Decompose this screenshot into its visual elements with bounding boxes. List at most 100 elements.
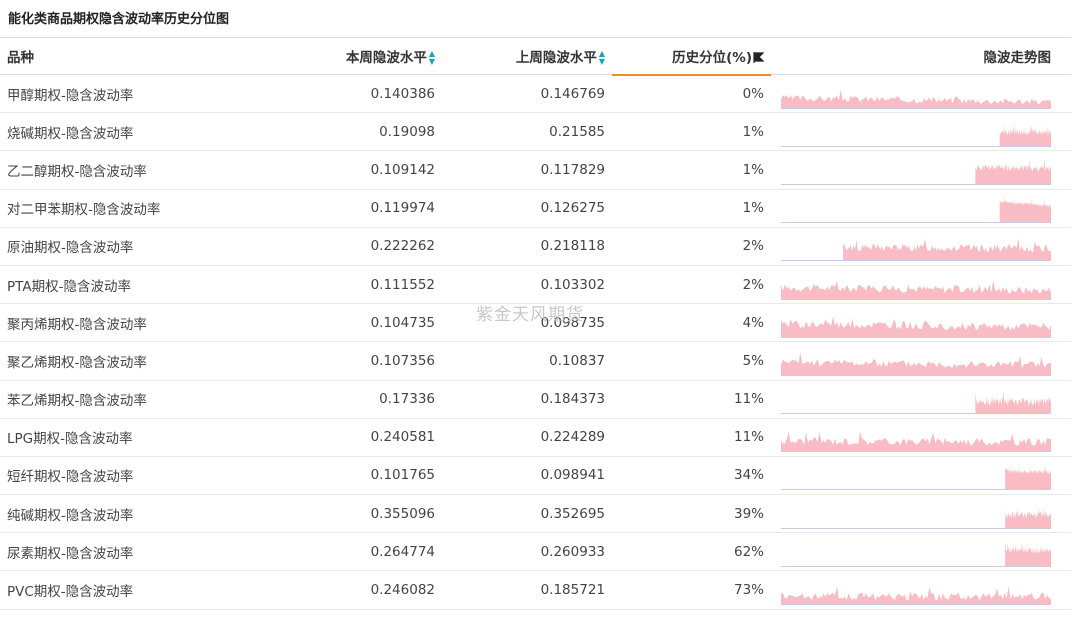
row-percentile: 1%	[742, 161, 764, 178]
table-row[interactable]: 原油期权-隐含波动率 0.222262 0.218118 2%	[0, 227, 1071, 266]
row-name: 尿素期权-隐含波动率	[7, 545, 134, 562]
header-this-week-label: 本周隐波水平	[345, 50, 427, 66]
row-name: PVC期权-隐含波动率	[7, 584, 134, 601]
sparkline-area	[843, 238, 1051, 261]
table-row[interactable]: 甲醇期权-隐含波动率 0.140386 0.146769 0%	[0, 75, 1071, 113]
table-row[interactable]: 聚乙烯期权-隐含波动率 0.107356 0.10837 5%	[0, 342, 1071, 380]
row-trend	[771, 304, 1071, 342]
row-this-week: 0.246082	[370, 582, 435, 599]
table-row[interactable]: 乙二醇期权-隐含波动率 0.109142 0.117829 1%	[0, 151, 1071, 190]
row-last-week: 0.146769	[540, 85, 605, 102]
row-name: 原油期权-隐含波动率	[7, 240, 134, 257]
row-last-week: 0.103302	[540, 276, 605, 293]
row-name: 甲醇期权-隐含波动率	[7, 87, 134, 104]
row-trend	[771, 189, 1071, 227]
row-name: 短纤期权-隐含波动率	[7, 469, 134, 486]
table-row[interactable]: 聚丙烯期权-隐含波动率 0.104735 0.098735 4%	[0, 304, 1071, 342]
sort-updown-icon[interactable]: ▲ ▼	[428, 49, 435, 66]
row-trend	[771, 113, 1071, 151]
sparkline	[781, 280, 1051, 300]
sparkline-area	[1005, 463, 1051, 490]
row-last-week: 0.21585	[549, 123, 605, 140]
sparkline-area	[1005, 505, 1051, 528]
row-this-week: 0.140386	[370, 85, 435, 102]
header-trend: 隐波走势图	[983, 50, 1052, 66]
row-trend	[771, 495, 1071, 533]
row-percentile: 62%	[733, 543, 764, 560]
row-last-week: 0.260933	[540, 543, 605, 560]
sparkline	[781, 431, 1051, 453]
row-this-week: 0.264774	[370, 543, 435, 560]
table-row[interactable]: 烧碱期权-隐含波动率 0.19098 0.21585 1%	[0, 113, 1071, 151]
table-row[interactable]: 对二甲苯期权-隐含波动率 0.119974 0.126275 1%	[0, 189, 1071, 228]
row-trend	[771, 380, 1071, 418]
table-row[interactable]: 尿素期权-隐含波动率 0.264774 0.260933 62%	[0, 533, 1071, 571]
row-percentile: 1%	[742, 123, 764, 140]
table-row[interactable]: PTA期权-隐含波动率 0.111552 0.103302 2%	[0, 265, 1071, 304]
sparkline-area	[781, 88, 1051, 108]
row-name: 烧碱期权-隐含波动率	[7, 125, 134, 142]
row-percentile: 11%	[733, 391, 764, 408]
row-name: 对二甲苯期权-隐含波动率	[7, 202, 161, 219]
table-row[interactable]: 短纤期权-隐含波动率 0.101765 0.098941 34%	[0, 456, 1071, 495]
table-row[interactable]: 纯碱期权-隐含波动率 0.355096 0.352695 39%	[0, 495, 1071, 533]
sparkline	[781, 196, 1051, 224]
sparkline	[781, 391, 1051, 415]
sparkline-area	[781, 352, 1051, 375]
sparkline-area	[781, 586, 1051, 605]
table-row[interactable]: LPG期权-隐含波动率 0.240581 0.224289 11%	[0, 418, 1071, 457]
row-last-week: 0.117829	[540, 161, 605, 178]
row-percentile: 5%	[742, 352, 764, 369]
sparkline	[781, 505, 1051, 529]
header-this-week[interactable]: 本周隐波水平 ▲ ▼	[262, 38, 442, 75]
sparkline	[781, 586, 1051, 606]
row-name: 苯乙烯期权-隐含波动率	[7, 393, 147, 410]
row-this-week: 0.104735	[370, 314, 435, 331]
header-last-week-label: 上周隐波水平	[515, 50, 597, 66]
row-last-week: 0.098735	[540, 314, 605, 331]
header-percentile[interactable]: 历史分位(%)	[612, 37, 771, 76]
row-this-week: 0.240581	[370, 429, 435, 446]
row-this-week: 0.355096	[370, 505, 435, 522]
sparkline	[781, 316, 1051, 338]
row-trend	[771, 456, 1071, 494]
row-name: 聚乙烯期权-隐含波动率	[7, 354, 147, 371]
sparkline-area	[999, 122, 1051, 146]
row-name: 纯碱期权-隐含波动率	[7, 507, 134, 524]
row-this-week: 0.101765	[370, 467, 435, 484]
row-this-week: 0.107356	[370, 352, 435, 369]
iv-percentile-table: 品种 本周隐波水平 ▲ ▼ 上周隐波水平 ▲ ▼ 历史分位(%) 隐波走势图 甲醇期权-…	[0, 37, 1071, 610]
row-name: LPG期权-隐含波动率	[7, 431, 133, 448]
row-name: 乙二醇期权-隐含波动率	[7, 163, 147, 180]
row-name: 聚丙烯期权-隐含波动率	[7, 316, 147, 333]
header-last-week[interactable]: 上周隐波水平 ▲ ▼	[442, 38, 612, 75]
sparkline-area	[975, 391, 1051, 414]
row-trend	[771, 418, 1071, 456]
row-trend	[771, 342, 1071, 380]
flag-icon[interactable]	[753, 52, 764, 64]
sparkline-area	[1005, 541, 1051, 566]
row-last-week: 0.184373	[540, 391, 605, 408]
page-title: 能化类商品期权隐含波动率历史分位图	[8, 12, 230, 27]
table-header-row: 品种 本周隐波水平 ▲ ▼ 上周隐波水平 ▲ ▼ 历史分位(%) 隐波走势图	[0, 37, 1071, 76]
sparkline	[781, 88, 1051, 109]
sparkline-area	[781, 316, 1051, 337]
row-percentile: 39%	[733, 505, 764, 522]
sort-updown-icon[interactable]: ▲ ▼	[598, 49, 605, 66]
row-percentile: 2%	[742, 276, 764, 293]
table-row[interactable]: 苯乙烯期权-隐含波动率 0.17336 0.184373 11%	[0, 380, 1071, 419]
row-trend	[771, 75, 1071, 113]
row-last-week: 0.098941	[540, 467, 605, 484]
row-last-week: 0.352695	[540, 505, 605, 522]
row-percentile: 4%	[742, 314, 764, 331]
row-percentile: 73%	[733, 582, 764, 599]
row-last-week: 0.10837	[549, 352, 605, 369]
row-trend	[771, 265, 1071, 303]
row-trend	[771, 151, 1071, 189]
row-this-week: 0.19098	[379, 123, 435, 140]
sparkline	[781, 158, 1051, 185]
table-row[interactable]: PVC期权-隐含波动率 0.246082 0.185721 73%	[0, 571, 1071, 610]
row-percentile: 11%	[733, 429, 764, 446]
row-this-week: 0.222262	[370, 238, 435, 255]
sparkline	[781, 352, 1051, 376]
